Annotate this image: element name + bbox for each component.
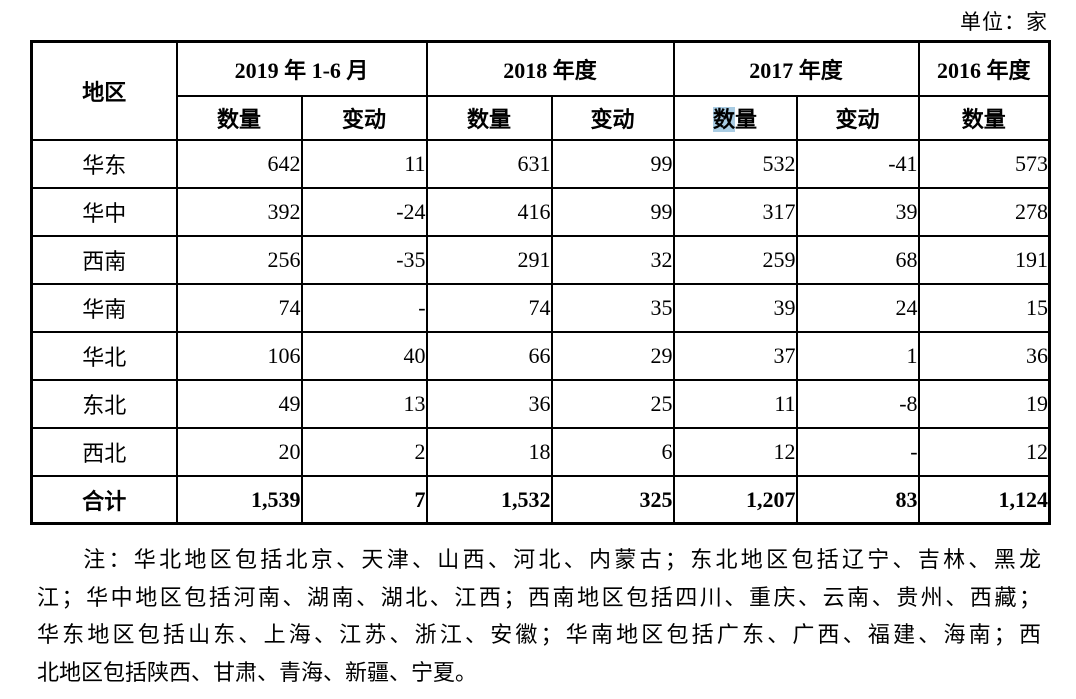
value-cell: 13: [300, 379, 428, 429]
value-cell: -41: [795, 139, 920, 189]
region-cell: 西北: [30, 427, 178, 477]
value-cell: 6: [550, 427, 675, 477]
value-cell: 392: [175, 187, 303, 237]
table-row: 西北 20 2 18 6 12 - 12: [30, 427, 1051, 477]
value-cell: 317: [672, 187, 798, 237]
value-cell: -35: [300, 235, 428, 285]
value-cell: 2: [300, 427, 428, 477]
qty-header-2017-rest: 量: [735, 107, 758, 132]
year-group-2017: 2017 年度: [672, 40, 920, 97]
value-cell: 35: [550, 283, 675, 333]
table-row: 华东 642 11 631 99 532 -41 573: [30, 139, 1051, 189]
value-cell: 74: [425, 283, 553, 333]
region-cell: 华南: [30, 283, 178, 333]
value-cell: 11: [672, 379, 798, 429]
value-cell: 36: [425, 379, 553, 429]
note-line: 北地区包括陕西、甘肃、青海、新疆、宁夏。: [37, 659, 478, 685]
value-cell: 99: [550, 139, 675, 189]
value-cell: 29: [550, 331, 675, 381]
value-cell: 66: [425, 331, 553, 381]
total-value-cell: 1,532: [425, 475, 553, 525]
value-cell: 291: [425, 235, 553, 285]
note-paragraph: 注：华北地区包括北京、天津、山西、河北、内蒙古；东北地区包括辽宁、吉林、黑龙 江…: [37, 541, 1041, 691]
value-cell: 40: [300, 331, 428, 381]
value-cell: 191: [917, 235, 1051, 285]
value-cell: 39: [672, 283, 798, 333]
value-cell: -: [795, 427, 920, 477]
value-cell: 18: [425, 427, 553, 477]
total-value-cell: 1,207: [672, 475, 798, 525]
value-cell: 278: [917, 187, 1051, 237]
value-cell: 259: [672, 235, 798, 285]
value-cell: 416: [425, 187, 553, 237]
region-cell: 华中: [30, 187, 178, 237]
value-cell: 20: [175, 427, 303, 477]
value-cell: 256: [175, 235, 303, 285]
value-cell: 631: [425, 139, 553, 189]
value-cell: 24: [795, 283, 920, 333]
table-row: 东北 49 13 36 25 11 -8 19: [30, 379, 1051, 429]
total-label-cell: 合计: [30, 475, 178, 525]
total-value-cell: 7: [300, 475, 428, 525]
value-cell: 99: [550, 187, 675, 237]
region-cell: 东北: [30, 379, 178, 429]
table-row: 华北 106 40 66 29 37 1 36: [30, 331, 1051, 381]
region-cell: 西南: [30, 235, 178, 285]
note-line: 注：华北地区包括北京、天津、山西、河北、内蒙古；东北地区包括辽宁、吉林、黑龙: [83, 547, 1041, 572]
total-row: 合计 1,539 7 1,532 325 1,207 83 1,124: [30, 475, 1051, 525]
value-cell: -: [300, 283, 428, 333]
value-cell: 37: [672, 331, 798, 381]
chg-header-2018: 变动: [550, 95, 675, 141]
year-group-2016: 2016 年度: [917, 40, 1051, 97]
total-value-cell: 1,539: [175, 475, 303, 525]
table-header-year-row: 地区 2019 年 1-6 月 2018 年度 2017 年度 2016 年度: [30, 40, 1051, 141]
value-cell: 12: [672, 427, 798, 477]
value-cell: 74: [175, 283, 303, 333]
value-cell: 15: [917, 283, 1051, 333]
table-row: 华中 392 -24 416 99 317 39 278: [30, 187, 1051, 237]
value-cell: 36: [917, 331, 1051, 381]
value-cell: 25: [550, 379, 675, 429]
region-cell: 华北: [30, 331, 178, 381]
unit-label: 单位：家: [960, 10, 1048, 34]
region-header-cell: 地区: [30, 40, 178, 141]
value-cell: 39: [795, 187, 920, 237]
year-group-2018: 2018 年度: [425, 40, 675, 97]
note-line: 华东地区包括山东、上海、江苏、浙江、安徽；华南地区包括广东、广西、福建、海南；西: [37, 622, 1041, 647]
table-row: 西南 256 -35 291 32 259 68 191: [30, 235, 1051, 285]
note-line: 江；华中地区包括河南、湖南、湖北、江西；西南地区包括四川、重庆、云南、贵州、西藏…: [37, 584, 1041, 610]
chg-header-2019: 变动: [300, 95, 428, 141]
value-cell: -24: [300, 187, 428, 237]
table-row: 华南 74 - 74 35 39 24 15: [30, 283, 1051, 333]
chg-header-2017: 变动: [795, 95, 920, 141]
total-value-cell: 1,124: [917, 475, 1051, 525]
qty-header-2018: 数量: [425, 95, 553, 141]
value-cell: 12: [917, 427, 1051, 477]
value-cell: 106: [175, 331, 303, 381]
qty-header-2017: 数量: [672, 95, 798, 141]
value-cell: 1: [795, 331, 920, 381]
value-cell: 32: [550, 235, 675, 285]
qty-header-2019: 数量: [175, 95, 303, 141]
value-cell: 532: [672, 139, 798, 189]
qty-header-2016: 数量: [917, 95, 1051, 141]
value-cell: 19: [917, 379, 1051, 429]
highlighted-char: 数: [713, 107, 736, 132]
value-cell: 642: [175, 139, 303, 189]
region-statistics-table: 地区 2019 年 1-6 月 2018 年度 2017 年度 2016 年度 …: [30, 40, 1052, 525]
total-value-cell: 325: [550, 475, 675, 525]
value-cell: 11: [300, 139, 428, 189]
value-cell: 49: [175, 379, 303, 429]
value-cell: 573: [917, 139, 1051, 189]
total-value-cell: 83: [795, 475, 920, 525]
table-header-metric-row: 数量 变动 数量 变动 数量 变动 数量: [32, 95, 1051, 141]
value-cell: 68: [795, 235, 920, 285]
region-cell: 华东: [30, 139, 178, 189]
year-group-2019: 2019 年 1-6 月: [175, 40, 428, 97]
value-cell: -8: [795, 379, 920, 429]
